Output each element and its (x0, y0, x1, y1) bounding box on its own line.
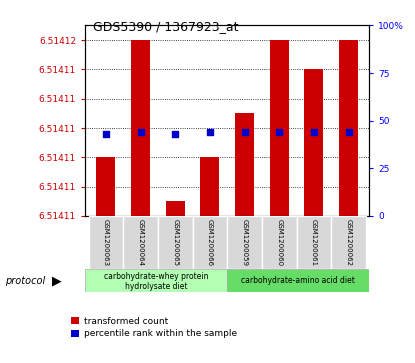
Bar (193, 216, 227, 269)
Text: carbohydrate-whey protein: carbohydrate-whey protein (104, 272, 208, 281)
Point (137, 129, 144, 135)
Point (103, 131, 109, 137)
Text: protocol: protocol (5, 276, 45, 286)
Bar (227, 269, 369, 292)
Legend: transformed count, percentile rank within the sample: transformed count, percentile rank withi… (71, 317, 237, 338)
Text: GSM1200066: GSM1200066 (207, 219, 213, 266)
Text: GSM1200060: GSM1200060 (276, 219, 282, 266)
Point (310, 129, 317, 135)
Bar (88, 216, 123, 269)
Text: ▶: ▶ (52, 274, 61, 287)
Bar (235, 113, 254, 216)
Point (207, 129, 213, 135)
Point (172, 131, 178, 137)
Bar (304, 69, 323, 216)
Text: GSM1200062: GSM1200062 (346, 219, 352, 266)
Bar (166, 201, 185, 216)
Text: GSM1200061: GSM1200061 (311, 219, 317, 266)
Bar (158, 216, 193, 269)
Bar (270, 40, 289, 216)
Bar (339, 40, 358, 216)
Bar (123, 216, 158, 269)
Bar (131, 40, 150, 216)
Bar (262, 216, 297, 269)
Bar (227, 216, 262, 269)
Bar (200, 157, 220, 216)
Text: carbohydrate-amino acid diet: carbohydrate-amino acid diet (242, 276, 355, 285)
Text: hydrolysate diet: hydrolysate diet (125, 282, 188, 291)
Bar (96, 157, 115, 216)
Text: GDS5390 / 1367923_at: GDS5390 / 1367923_at (93, 20, 239, 33)
Bar (297, 216, 331, 269)
Text: GSM1200059: GSM1200059 (242, 219, 247, 266)
Point (276, 129, 283, 135)
Bar (85, 269, 227, 292)
Text: GSM1200064: GSM1200064 (137, 219, 144, 266)
Text: GSM1200063: GSM1200063 (103, 219, 109, 266)
Point (241, 129, 248, 135)
Point (345, 129, 352, 135)
Text: GSM1200065: GSM1200065 (172, 219, 178, 266)
Bar (331, 216, 366, 269)
